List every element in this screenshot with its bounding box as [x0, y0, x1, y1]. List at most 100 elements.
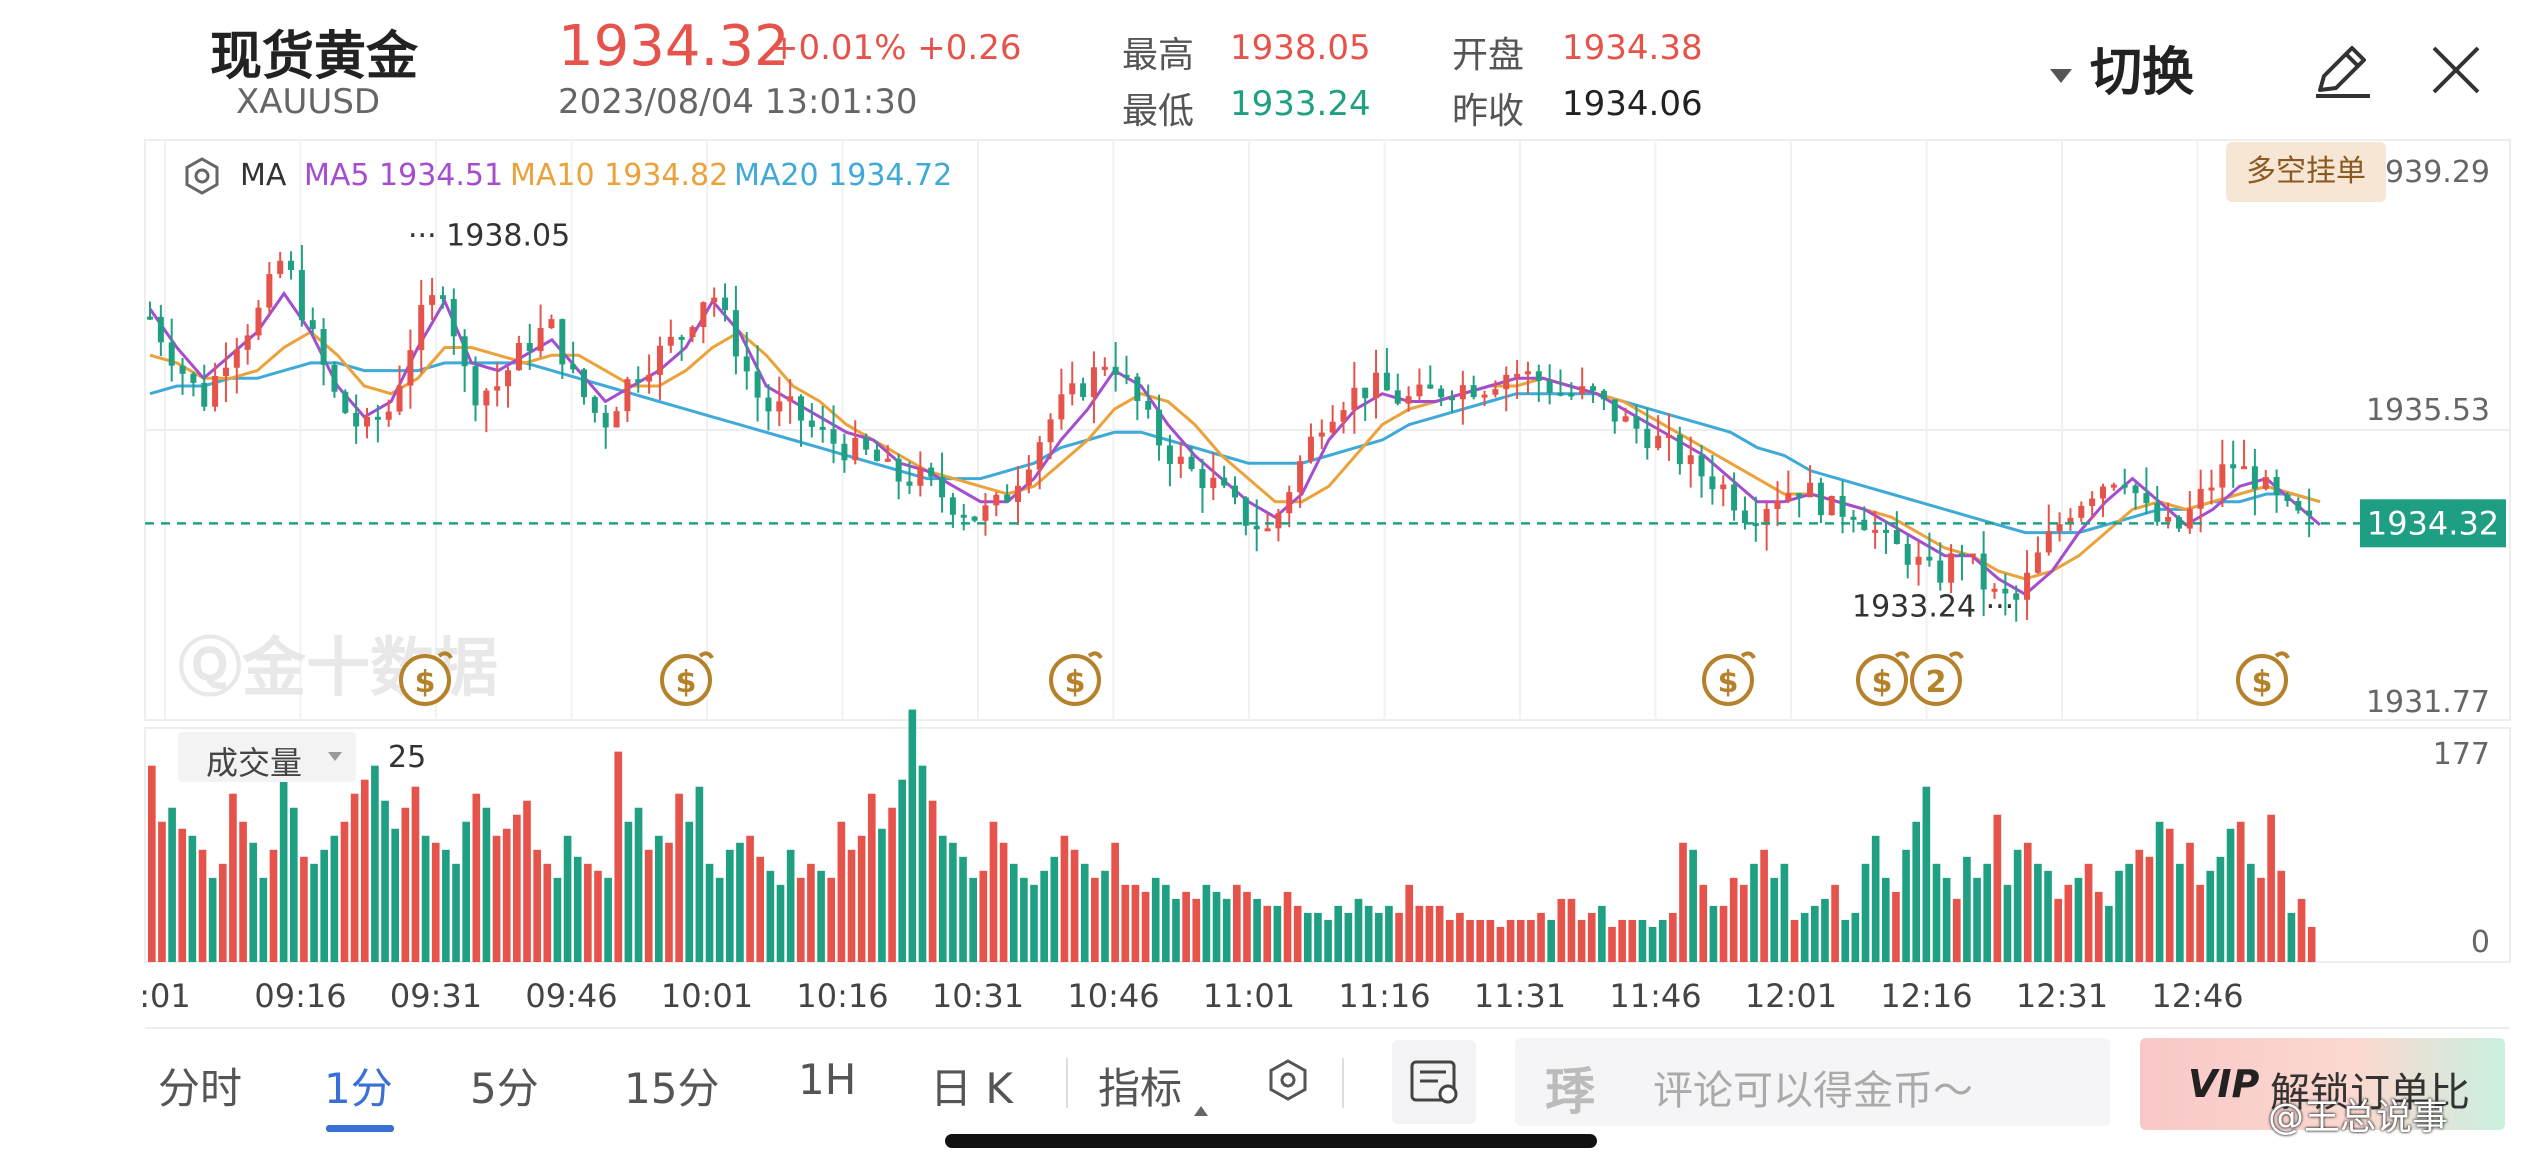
- candle-body: [2208, 487, 2215, 491]
- tab-1h[interactable]: 1H: [798, 1055, 857, 1104]
- tab-timeshare[interactable]: 分时: [158, 1064, 243, 1113]
- y-tick-label: 1935.53: [2366, 393, 2490, 428]
- volume-bar: [715, 877, 724, 962]
- volume-bar: [1952, 898, 1961, 962]
- volume-bar: [1841, 919, 1850, 962]
- candle-body: [288, 260, 295, 271]
- volume-bar: [1263, 905, 1272, 962]
- volume-bar: [1405, 884, 1414, 962]
- volume-bar: [1871, 835, 1880, 962]
- volume-bar: [2125, 863, 2133, 962]
- candle-body: [1676, 434, 1683, 465]
- candle-body: [1253, 525, 1260, 530]
- volume-bar: [837, 821, 846, 962]
- volume-bar: [2064, 884, 2073, 962]
- volume-bar: [2135, 849, 2144, 962]
- candle-body: [2034, 552, 2041, 573]
- candle-body: [1785, 493, 1792, 501]
- ma20-legend: MA20 1934.72: [734, 158, 952, 193]
- switch-button[interactable]: 切换: [2050, 30, 2194, 105]
- volume-bar: [178, 828, 187, 962]
- volume-bar: [289, 807, 298, 962]
- volume-bar: [360, 779, 369, 962]
- vip-unlock-button[interactable]: VIP 解锁订单比: [2140, 1038, 2505, 1130]
- volume-bar: [2216, 856, 2225, 962]
- candle-body: [1763, 508, 1770, 525]
- candle-body: [559, 319, 566, 365]
- caret-down-icon: [2050, 69, 2072, 83]
- volume-bar: [513, 814, 521, 962]
- candle-body: [1123, 374, 1130, 378]
- candle-body: [2251, 466, 2258, 489]
- volume-bar: [1273, 905, 1282, 962]
- volume-bar: [208, 877, 217, 962]
- candle-body: [700, 302, 707, 328]
- candle-body: [1904, 544, 1911, 565]
- volume-bar: [523, 800, 531, 962]
- volume-bar: [1496, 926, 1505, 962]
- volume-y-tick: 177: [2433, 737, 2490, 772]
- candle-body: [179, 365, 186, 374]
- comment-input[interactable]: 㻑 评论可以得金币～: [1515, 1038, 2110, 1126]
- candle-body: [2056, 524, 2063, 532]
- settings-icon[interactable]: [1266, 1058, 1310, 1102]
- candle-body: [1872, 529, 1879, 533]
- candle-body: [1546, 380, 1553, 393]
- indicator-tab[interactable]: 指标: [1098, 1055, 1209, 1116]
- volume-selector[interactable]: 成交量: [178, 732, 356, 782]
- volume-bar: [1425, 905, 1434, 962]
- candle-body: [1177, 456, 1184, 464]
- candle-body: [2306, 510, 2313, 516]
- pencil-icon[interactable]: [2310, 38, 2374, 102]
- candle-body: [1156, 409, 1163, 446]
- tab-daily[interactable]: 日 K: [930, 1064, 1013, 1113]
- candle-body: [776, 401, 783, 412]
- candle-body: [277, 260, 284, 275]
- volume-bar: [1902, 849, 1910, 962]
- candle-body: [1752, 523, 1759, 527]
- volume-bar: [756, 856, 765, 962]
- volume-bar: [1091, 877, 1099, 962]
- volume-bar: [1466, 919, 1474, 962]
- volume-bar: [1851, 912, 1860, 962]
- volume-bar: [1395, 912, 1403, 962]
- ma20-value: 1934.72: [828, 158, 953, 193]
- candle-body: [1850, 516, 1857, 520]
- candle-body: [787, 396, 794, 402]
- instrument-code: XAUUSD: [236, 82, 381, 122]
- candle-body: [602, 412, 609, 428]
- volume-bar: [989, 821, 998, 962]
- candle-body: [581, 369, 587, 398]
- volume-bar: [2115, 870, 2123, 962]
- order-book-button[interactable]: 多空挂单: [2226, 142, 2386, 202]
- settings-icon[interactable]: [182, 156, 222, 196]
- tab-5min[interactable]: 5分: [470, 1064, 539, 1113]
- watermark-logo: Ⓠ金十数据: [178, 632, 498, 706]
- volume-bar: [1679, 842, 1687, 962]
- close-icon[interactable]: [2428, 42, 2484, 98]
- volume-bar: [1060, 835, 1069, 962]
- volume-bar: [1993, 814, 2002, 962]
- candle-body: [1145, 401, 1152, 410]
- candle-body: [2175, 517, 2182, 529]
- candle-body: [1232, 485, 1238, 498]
- volume-bar: [918, 765, 927, 962]
- candle-body: [1427, 384, 1434, 389]
- event-marker-icon: $: [1856, 651, 1910, 706]
- candle-body: [2219, 464, 2226, 488]
- volume-bar: [776, 884, 785, 962]
- caret-up-icon: [1194, 1106, 1209, 1116]
- candle-body: [646, 374, 653, 382]
- ma5-line: [148, 290, 2321, 597]
- candle-body: [1926, 556, 1933, 561]
- ma10-value: 1934.82: [604, 158, 729, 193]
- tab-1min[interactable]: 1分: [324, 1064, 393, 1113]
- candle-body: [2132, 485, 2139, 494]
- candle-body: [1720, 484, 1727, 490]
- volume-bar: [2054, 898, 2062, 962]
- tab-15min[interactable]: 15分: [624, 1064, 720, 1113]
- news-button[interactable]: [1392, 1040, 1476, 1124]
- volume-bar: [2145, 856, 2154, 962]
- candle-body: [2230, 464, 2237, 469]
- candle-body: [2284, 494, 2291, 501]
